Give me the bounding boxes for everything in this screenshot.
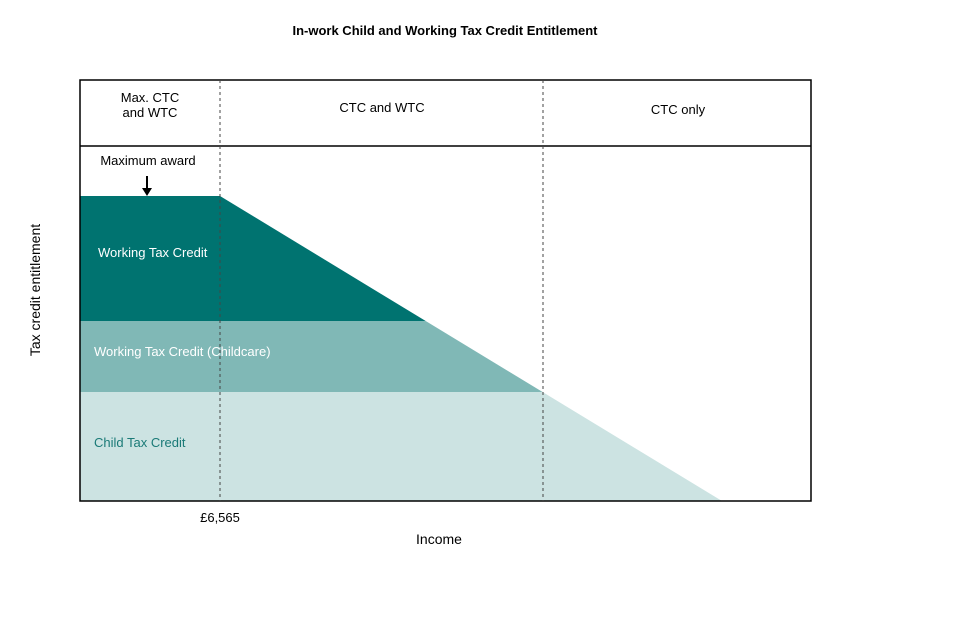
x-axis-label: Income [416,531,462,547]
series-label-working-tax-credit-childcare: Working Tax Credit (Childcare) [94,344,271,359]
series-area-child-tax-credit [80,392,722,501]
header-label-max-ctc-wtc-line2: and WTC [123,105,178,120]
series-label-child-tax-credit: Child Tax Credit [94,435,186,450]
chart-title: In-work Child and Working Tax Credit Ent… [292,23,598,38]
header-label-max-ctc-wtc-line1: Max. CTC [121,90,180,105]
y-axis-label: Tax credit entitlement [27,224,43,356]
header-label-ctc-and-wtc: CTC and WTC [339,100,424,115]
series-area-working-tax-credit-childcare [80,321,543,392]
header-label-ctc-only: CTC only [651,102,706,117]
series-area-working-tax-credit [80,196,426,321]
series-label-working-tax-credit: Working Tax Credit [98,245,208,260]
maximum-award-annotation: Maximum award [100,153,195,168]
x-tick-label-threshold: £6,565 [200,510,240,525]
down-arrow-icon [142,176,152,196]
plot-frame [79,79,812,502]
